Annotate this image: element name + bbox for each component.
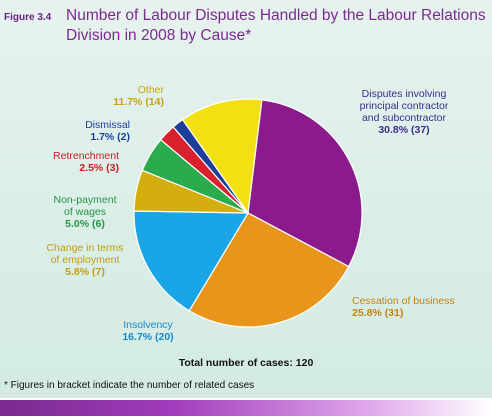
figure-label: Figure 3.4 [4, 12, 52, 23]
slice-value-1: 30.8% (37) [378, 124, 429, 136]
pie-slice-3 [133, 210, 250, 312]
slice-value-3: 16.7% (20) [122, 331, 173, 343]
pie-slice-8 [181, 98, 263, 215]
slice-value-5: 5.0% (6) [65, 218, 105, 230]
slice-label-4: Change in terms of employment [46, 242, 123, 266]
slice-value-6: 2.5% (3) [79, 162, 119, 174]
slice-value-2: 25.8% (31) [352, 307, 403, 319]
pie-slice-1 [247, 99, 363, 268]
pie-chart: Disputes involving principal contractor an… [46, 84, 454, 343]
footnote: * Figures in bracket indicate the number… [4, 380, 255, 391]
slice-label-3: Insolvency [123, 319, 173, 331]
total-cases-label: Total number of cases: 120 [178, 357, 314, 369]
pie-slice-2 [188, 212, 350, 328]
slice-value-7: 1.7% (2) [90, 131, 130, 143]
slice-value-8: 11.7% (14) [113, 96, 164, 108]
slice-labels: Disputes involving principal contractor an… [46, 84, 454, 343]
slice-label-1: Disputes involving principal contractor an… [360, 88, 449, 124]
pie-slices [133, 98, 363, 328]
slice-label-2: Cessation of business [352, 295, 455, 307]
slice-label-7: Dismissal [85, 119, 130, 131]
slice-label-5: Non-payment of wages [53, 194, 116, 218]
chart-title: Number of Labour Disputes Handled by the… [66, 7, 486, 44]
slice-value-4: 5.8% (7) [65, 266, 105, 278]
slice-label-6: Retrenchment [53, 150, 119, 162]
slice-label-8: Other [138, 84, 165, 96]
bottom-decorative-bar [0, 400, 492, 416]
